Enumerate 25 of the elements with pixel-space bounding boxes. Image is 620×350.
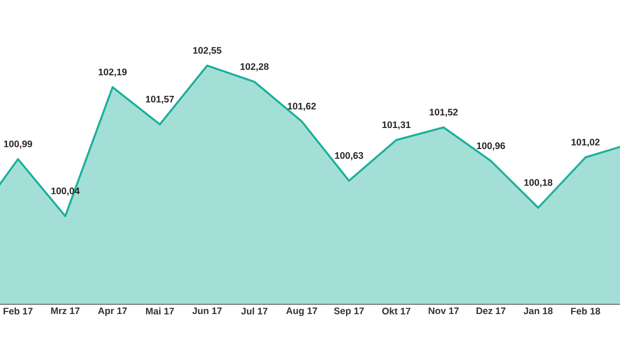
data-label: 101,31 [382, 121, 411, 130]
data-label: 102,28 [240, 63, 269, 72]
x-tick-label: Okt 17 [382, 308, 410, 314]
data-label: 102,55 [193, 47, 222, 56]
data-label: 100,96 [477, 142, 506, 150]
data-label: 100,99 [4, 140, 32, 149]
data-label: 102,19 [98, 68, 127, 77]
data-label: 100,18 [524, 179, 552, 188]
data-label: 101,02 [572, 138, 600, 147]
data-label: 101,52 [430, 108, 458, 117]
x-tick-label: Apr 17 [98, 308, 127, 316]
x-tick-label: Feb 18 [571, 308, 600, 314]
x-tick-label: Sep 17 [334, 308, 364, 316]
x-tick-label: Nov 17 [428, 308, 459, 314]
x-tick-label: Dez 17 [476, 308, 506, 314]
x-tick-label: Jun 17 [192, 308, 222, 314]
x-tick-label: Aug 17 [286, 308, 318, 316]
data-label: 100,63 [335, 152, 364, 160]
x-tick-label: Jan 18 [524, 308, 553, 314]
x-tick-label: Mai 17 [146, 308, 174, 314]
x-tick-label: Jul 17 [241, 308, 268, 314]
data-label: 101,62 [288, 102, 316, 111]
x-tick-label: Mrz 17 [51, 308, 80, 314]
data-label: 101,57 [146, 96, 174, 104]
x-tick-label: Feb 17 [4, 308, 33, 314]
